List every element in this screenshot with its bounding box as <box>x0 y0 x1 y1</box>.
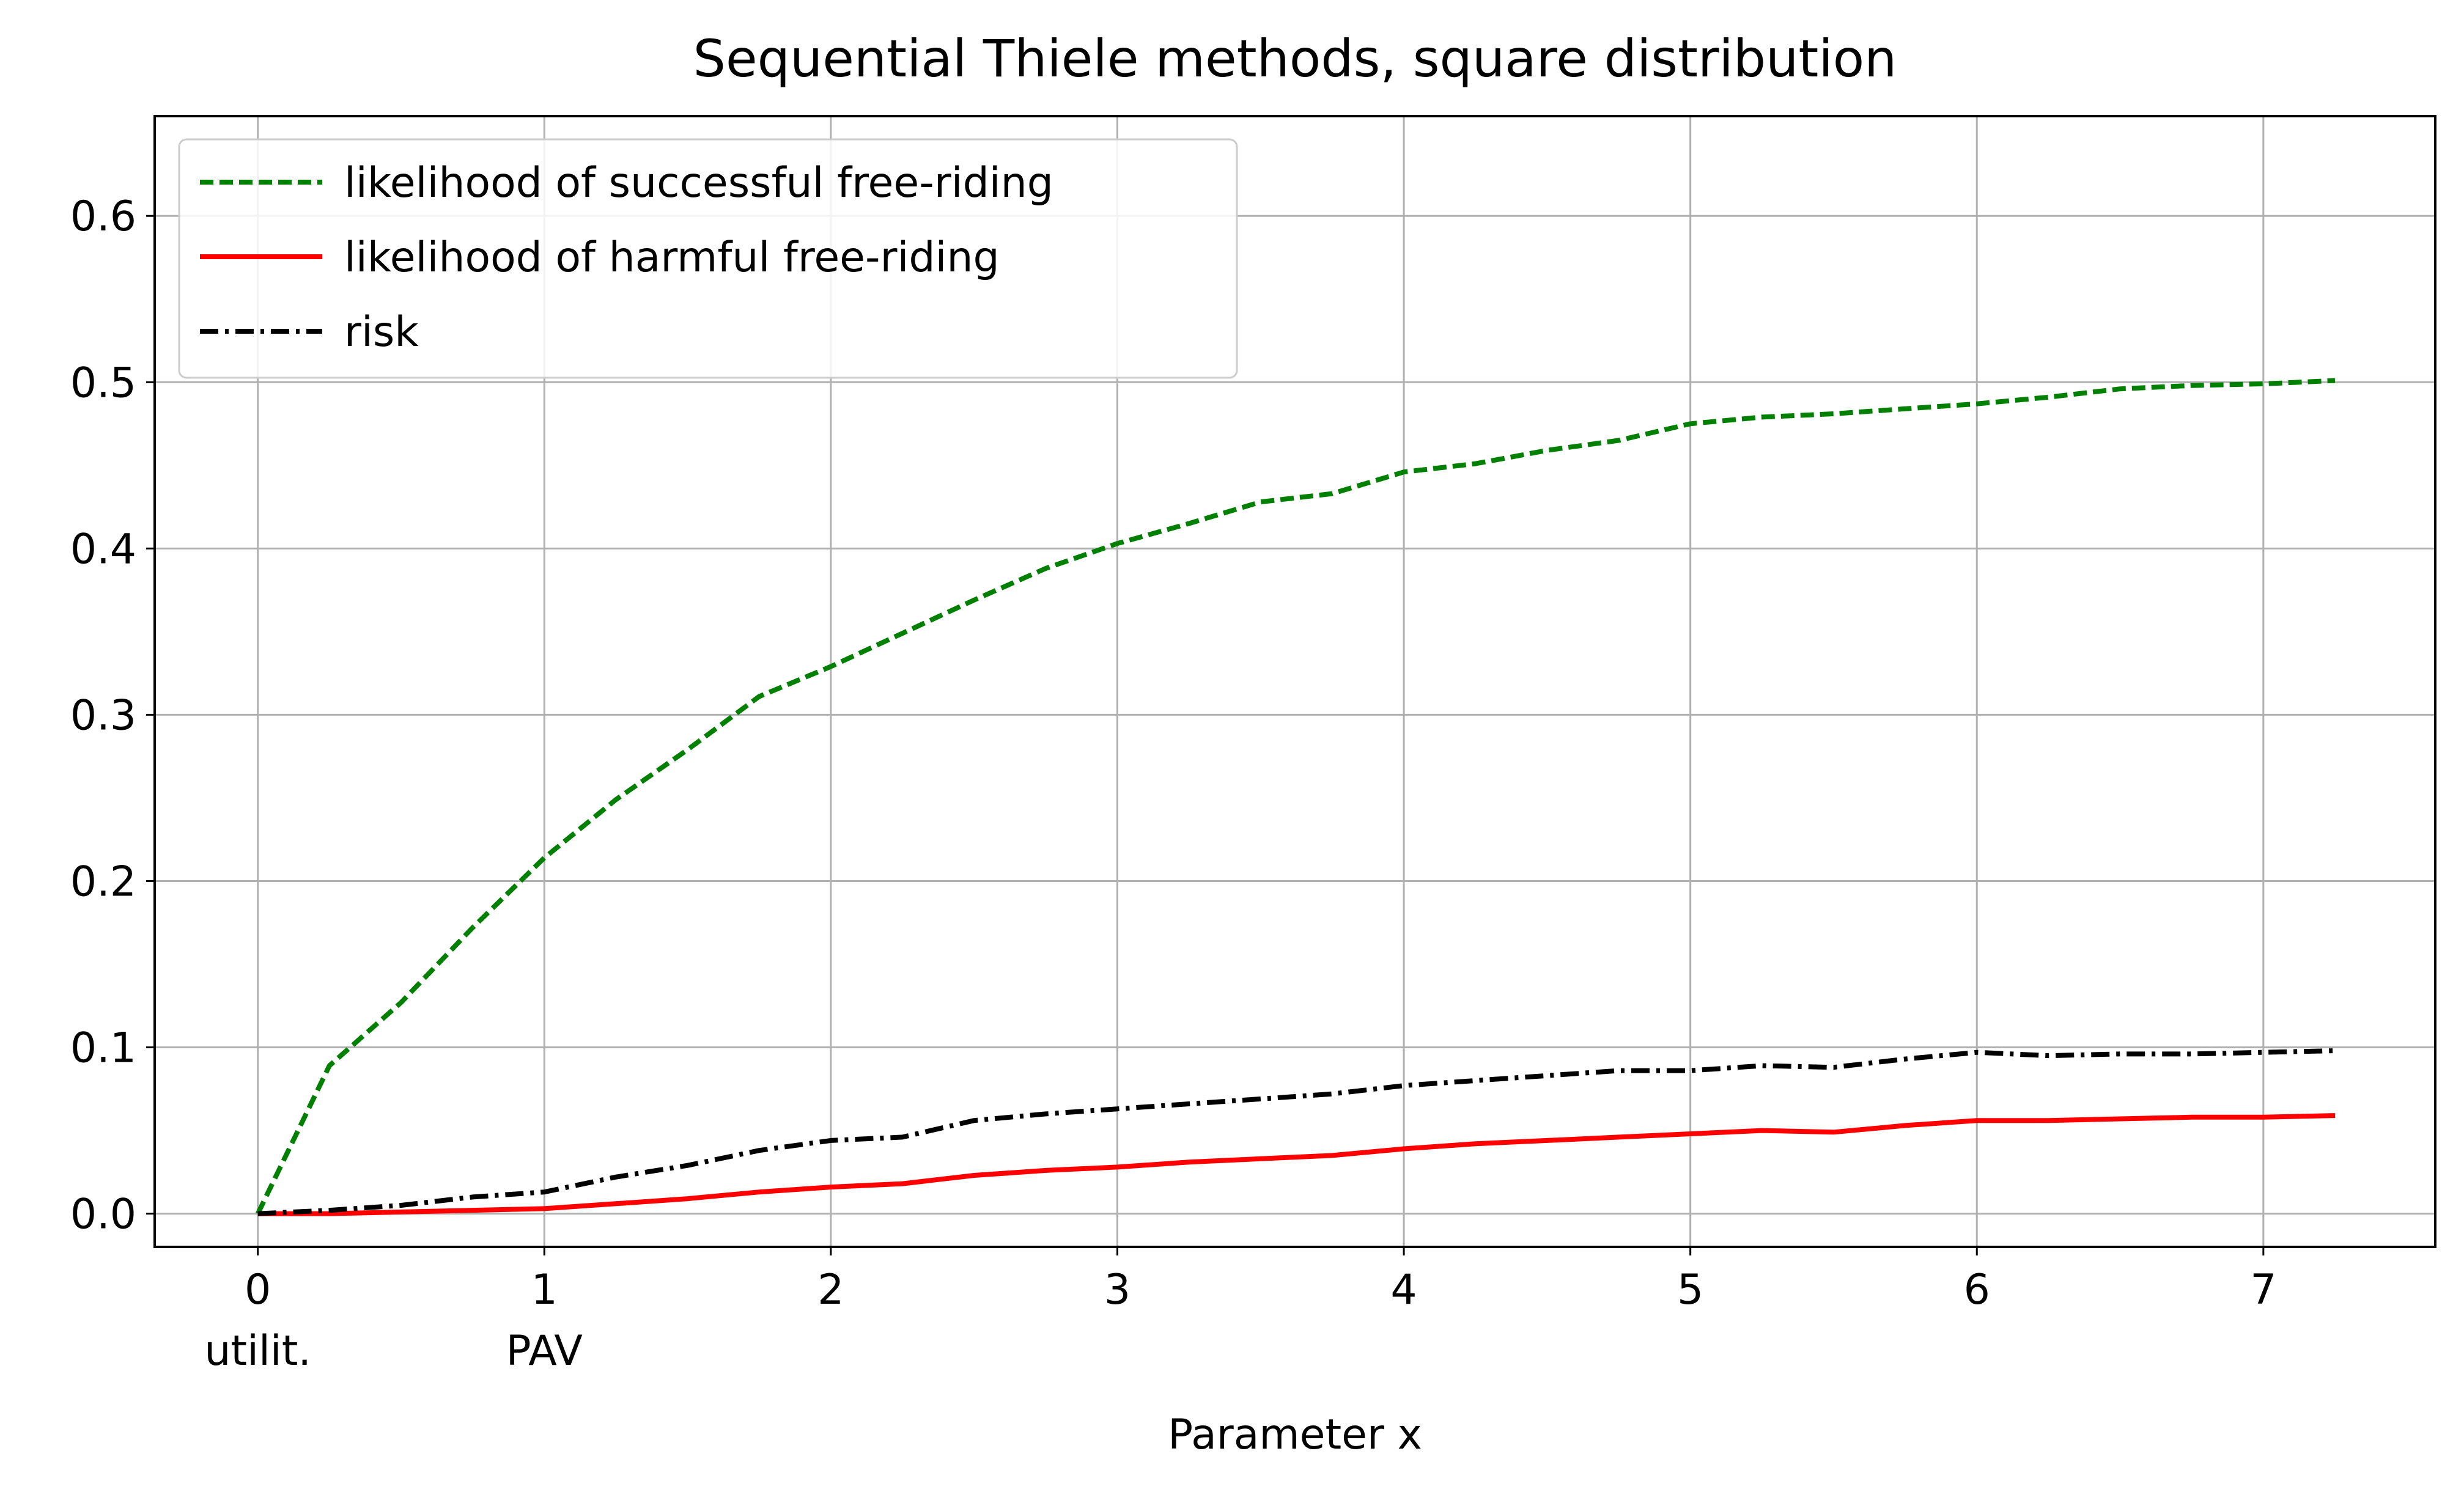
legend-label: likelihood of harmful free-riding <box>344 233 1000 282</box>
x-tick-label: 4 <box>1390 1266 1417 1314</box>
legend-label: risk <box>344 308 419 356</box>
y-tick-label: 0.6 <box>70 193 136 241</box>
y-tick-label: 0.4 <box>70 525 136 573</box>
x-tick-label: 3 <box>1104 1266 1131 1314</box>
x-tick-label: 2 <box>817 1266 844 1314</box>
series-line-dashdot <box>257 1048 2336 1216</box>
y-tick-label: 0.2 <box>70 858 136 906</box>
legend-label: likelihood of successful free-riding <box>344 159 1053 207</box>
x-tick-label: 5 <box>1677 1266 1703 1314</box>
legend-box <box>178 138 1238 379</box>
chart-title: Sequential Thiele methods, square distri… <box>693 29 1897 89</box>
x-tick-sublabel: PAV <box>506 1327 583 1375</box>
series-line-dashed <box>256 378 2336 1215</box>
axis-ticks: 0 1 2 3 4 5 6 7 utilit. PAV 0.0 0.1 0.2 0.3 0.4 0.5 0.6 <box>70 193 2277 1375</box>
series-line-solid <box>257 1113 2336 1216</box>
y-tick-label: 0.0 <box>70 1191 136 1239</box>
y-tick-label: 0.5 <box>70 359 136 407</box>
series-lines <box>256 378 2336 1216</box>
y-tick-label: 0.3 <box>70 691 136 740</box>
y-tick-label: 0.1 <box>70 1024 136 1073</box>
x-tick-label: 7 <box>2250 1266 2276 1314</box>
legend: likelihood of successful free-riding like… <box>178 138 1238 379</box>
x-tick-label: 6 <box>1964 1266 1990 1314</box>
x-axis-label: Parameter x <box>1168 1411 1422 1459</box>
x-tick-label: 1 <box>531 1266 558 1314</box>
grid <box>155 116 2435 1247</box>
x-tick-sublabel: utilit. <box>204 1327 311 1375</box>
plot-area-frame <box>153 115 2436 1248</box>
x-tick-label: 0 <box>245 1266 271 1314</box>
